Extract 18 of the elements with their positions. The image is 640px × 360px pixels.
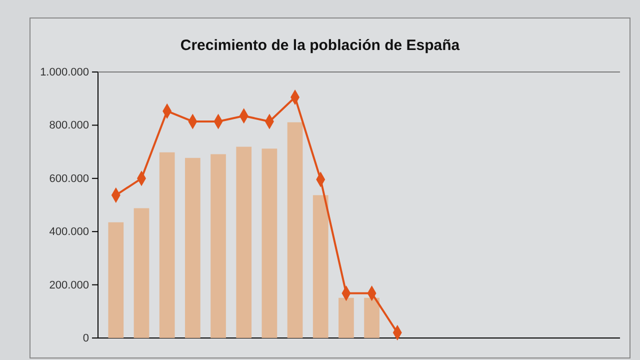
bar (312, 195, 328, 338)
bar (287, 122, 303, 338)
y-tick-label: 0 (82, 332, 89, 345)
y-tick-label: 400.000 (49, 226, 89, 238)
bar (210, 154, 226, 338)
bar (262, 148, 278, 338)
bar (185, 158, 200, 338)
chart-title: Crecimiento de la población de España (180, 37, 460, 54)
bar (364, 298, 380, 338)
y-tick-label: 800.000 (49, 120, 89, 132)
y-tick-label: 200.000 (49, 279, 89, 292)
bar (338, 298, 354, 338)
y-tick-label: 1.000.000 (40, 66, 89, 79)
bar (236, 146, 252, 338)
bar (159, 152, 175, 338)
bar (134, 208, 150, 338)
bar (108, 222, 124, 338)
y-tick-label: 600.000 (49, 172, 89, 185)
